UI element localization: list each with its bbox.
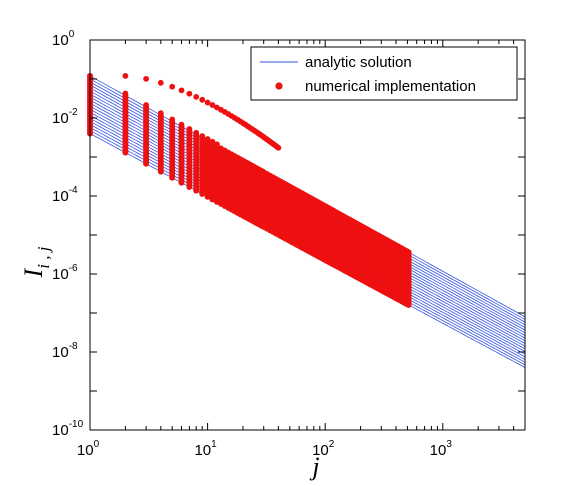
y-tick-exponent: -8 (69, 341, 78, 352)
y-tick-base: 10 (52, 344, 69, 361)
numerical-point (122, 73, 129, 79)
x-tick-exponent: 1 (211, 439, 217, 450)
numerical-point (178, 179, 185, 186)
numerical-point (157, 79, 164, 86)
y-tick-base: 10 (52, 188, 69, 205)
x-tick-exponent: 0 (94, 439, 100, 450)
numerical-implementation-markers (87, 73, 412, 308)
x-axis-label: j (309, 452, 319, 481)
numerical-point (214, 198, 220, 205)
numerical-point (204, 99, 211, 106)
y-tick-label: 10-8 (52, 341, 78, 361)
numerical-point (193, 187, 200, 194)
x-tick-label: 101 (194, 439, 217, 459)
numerical-point (143, 75, 150, 82)
numerical-point (186, 184, 193, 190)
y-tick-label: 10-10 (52, 419, 84, 439)
numerical-point (169, 83, 176, 90)
y-tick-exponent: -4 (69, 185, 78, 196)
numerical-point (209, 196, 216, 203)
y-tick-base: 10 (52, 32, 69, 49)
numerical-point (199, 96, 206, 103)
y-tick-base: 10 (52, 110, 69, 127)
y-tick-label: 10-6 (52, 263, 78, 283)
numerical-point (204, 193, 211, 200)
numerical-point (143, 160, 150, 167)
y-tick-exponent: -10 (69, 419, 84, 430)
x-tick-base: 10 (77, 442, 94, 459)
y-axis-label-main: I (19, 267, 48, 278)
y-axis-label-subscript: i , j (34, 246, 53, 268)
numerical-point (275, 144, 282, 151)
legend-marker-swatch (275, 82, 283, 90)
x-tick-label: 103 (430, 439, 453, 459)
legend-label-analytic: analytic solution (305, 54, 412, 71)
numerical-point (178, 87, 185, 94)
numerical-point (193, 93, 200, 100)
x-tick-base: 10 (194, 442, 211, 459)
numerical-point (169, 174, 176, 181)
y-tick-exponent: -2 (69, 107, 78, 118)
y-tick-base: 10 (52, 266, 69, 283)
x-tick-base: 10 (430, 442, 447, 459)
numerical-point (405, 302, 412, 308)
x-tick-label: 102 (312, 439, 335, 459)
y-tick-label: 10-2 (52, 107, 78, 127)
y-tick-label: 100 (52, 29, 75, 49)
y-tick-exponent: 0 (69, 29, 75, 40)
legend-box (250, 46, 518, 101)
svg-text:Ii , j: Ii , j (19, 246, 53, 278)
x-tick-exponent: 3 (446, 439, 452, 450)
legend-label-numerical: numerical implementation (305, 78, 476, 95)
x-tick-exponent: 2 (329, 439, 335, 450)
y-tick-base: 10 (52, 422, 69, 439)
numerical-point (209, 102, 216, 108)
legend: analytic solution numerical implementati… (250, 46, 518, 101)
numerical-point (157, 168, 164, 175)
x-tick-label: 100 (77, 439, 100, 459)
numerical-point (186, 90, 193, 97)
y-tick-label: 10-4 (52, 185, 78, 205)
x-axis-ticks: 100 101 102 103 (77, 40, 526, 459)
y-tick-exponent: -6 (69, 263, 78, 274)
x-tick-base: 10 (312, 442, 329, 459)
numerical-point (199, 190, 206, 197)
y-axis-label: Ii , j (19, 246, 53, 278)
numerical-point (122, 149, 129, 156)
